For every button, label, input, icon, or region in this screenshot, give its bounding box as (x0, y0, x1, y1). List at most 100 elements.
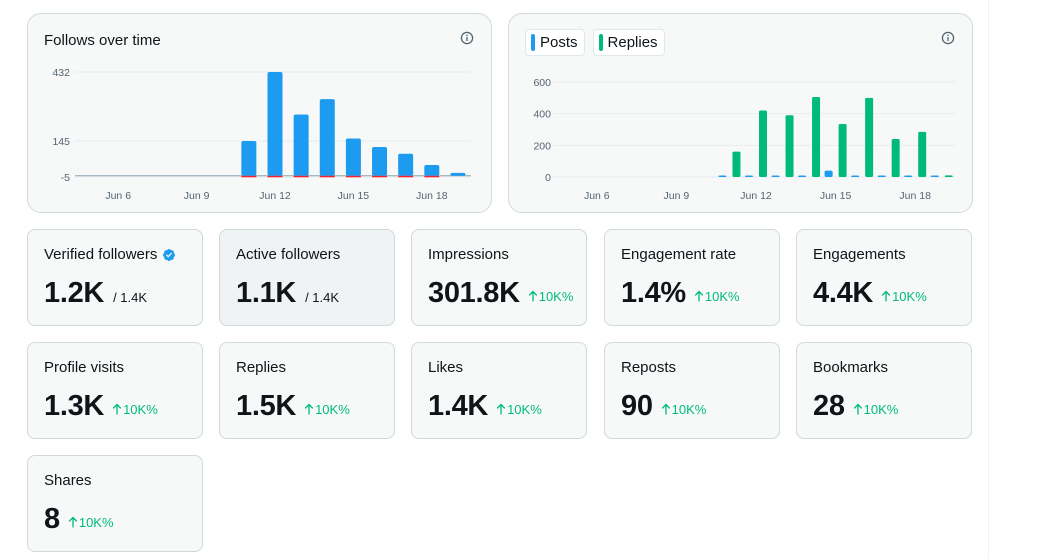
x-tick-label: Jun 6 (105, 190, 131, 202)
legend-swatch-replies (598, 34, 603, 51)
x-tick-label: Jun 18 (416, 190, 448, 202)
bar-replies[interactable] (891, 139, 900, 177)
stat-label-text: Engagements (813, 246, 906, 263)
bar-posts[interactable] (851, 175, 860, 178)
stat-total: / 1.4K (305, 290, 340, 305)
bar-posts[interactable] (771, 175, 780, 178)
stat-change-text: 10K% (123, 401, 158, 417)
bar-posts[interactable] (877, 175, 886, 178)
bar-replies[interactable] (732, 151, 741, 177)
bar-replies[interactable] (944, 175, 953, 177)
stat-label: Shares (44, 472, 92, 489)
stat-card-engagement-rate[interactable]: Engagement rate 1.4% 10K% (604, 229, 780, 326)
x-tick-label: Jun 9 (664, 190, 690, 202)
stat-card-reposts[interactable]: Reposts 90 10K% (604, 342, 780, 439)
bar-follows[interactable] (450, 172, 466, 176)
stat-card-likes[interactable]: Likes 1.4K 10K% (411, 342, 587, 439)
bar-unfollows[interactable] (267, 175, 283, 178)
stat-change-text: 10K% (892, 288, 927, 304)
bar-follows[interactable] (267, 72, 283, 176)
legend-swatch-posts (531, 34, 535, 51)
stat-change-text: 10K% (507, 401, 542, 417)
stat-label-text: Replies (236, 359, 287, 376)
bar-unfollows[interactable] (424, 175, 440, 178)
bar-follows[interactable] (372, 146, 388, 176)
info-icon[interactable] (460, 31, 474, 45)
y-tick-label: 200 (533, 140, 551, 152)
legend-replies[interactable]: Replies (592, 29, 665, 56)
bar-replies[interactable] (759, 110, 767, 178)
stat-value-row: 1.5K 10K% (236, 390, 350, 423)
bar-follows[interactable] (241, 140, 257, 176)
stat-label-text: Verified followers (44, 246, 158, 263)
bar-replies[interactable] (785, 115, 794, 177)
y-tick-label: 600 (533, 77, 551, 89)
stat-label: Likes (428, 359, 463, 376)
arrow-up-icon (305, 403, 314, 415)
arrow-up-icon (497, 403, 506, 415)
stat-label: Verified followers (44, 246, 176, 263)
bar-posts[interactable] (930, 175, 939, 178)
legend-posts[interactable]: Posts (525, 29, 585, 56)
bar-follows[interactable] (345, 138, 361, 176)
bar-replies[interactable] (918, 131, 927, 177)
stat-value: 1.1K (236, 277, 297, 309)
stat-change: 10K% (304, 402, 350, 417)
bar-posts[interactable] (824, 170, 833, 177)
stat-card-shares[interactable]: Shares 8 10K% (27, 455, 203, 552)
bar-posts[interactable] (798, 175, 807, 178)
stat-change: 10K% (528, 289, 573, 304)
stat-change-text: 10K% (704, 288, 740, 304)
bar-unfollows[interactable] (345, 175, 361, 178)
bar-follows[interactable] (319, 99, 335, 176)
bar-follows[interactable] (424, 164, 440, 176)
stat-change: 10K% (112, 402, 158, 417)
bar-posts[interactable] (904, 175, 913, 178)
bar-unfollows[interactable] (319, 175, 335, 178)
stat-value-row: 1.3K 10K% (44, 390, 158, 423)
bar-replies[interactable] (865, 97, 874, 177)
bar-unfollows[interactable] (372, 175, 388, 178)
bar-follows[interactable] (293, 114, 309, 176)
chart-title: Follows over time (44, 32, 161, 49)
stat-value-row: 28 10K% (813, 390, 898, 423)
stat-label-text: Impressions (428, 246, 509, 263)
stat-card-replies[interactable]: Replies 1.5K 10K% (219, 342, 395, 439)
y-tick-label: 432 (52, 67, 70, 79)
bar-replies[interactable] (812, 97, 821, 177)
bar-posts[interactable] (745, 175, 753, 178)
stat-value: 8 (44, 503, 60, 535)
arrow-up-icon (528, 290, 537, 302)
stat-label: Profile visits (44, 359, 124, 376)
stat-label-text: Active followers (236, 246, 341, 263)
follows-over-time-card: Follows over time 432 145 -5 Jun 6 Jun 9 Jun … (27, 13, 492, 213)
stat-value-row: 1.2K / 1.4K (44, 277, 147, 310)
arrow-up-icon (694, 290, 703, 302)
info-icon[interactable] (941, 31, 955, 45)
stat-label-text: Reposts (621, 359, 677, 376)
stat-card-verified-followers[interactable]: Verified followers 1.2K / 1.4K (27, 229, 203, 326)
bar-posts[interactable] (718, 175, 727, 178)
stat-card-profile-visits[interactable]: Profile visits 1.3K 10K% (27, 342, 203, 439)
stat-value: 1.4% (621, 277, 686, 309)
stat-card-impressions[interactable]: Impressions 301.8K 10K% (411, 229, 587, 326)
bar-unfollows[interactable] (398, 175, 414, 178)
stat-label: Active followers (236, 246, 340, 263)
bar-follows[interactable] (398, 153, 414, 176)
posts-replies-chart: 600 400 200 0 Jun 6 Jun 9 Jun 12 Jun 15 Jun 18 (533, 77, 955, 202)
stat-value: 1.2K (44, 277, 105, 309)
stat-card-bookmarks[interactable]: Bookmarks 28 10K% (796, 342, 972, 439)
arrow-up-icon (661, 403, 670, 415)
x-tick-label: Jun 6 (584, 190, 610, 202)
stat-value: 1.5K (236, 390, 297, 422)
bar-unfollows[interactable] (293, 175, 309, 178)
stat-card-engagements[interactable]: Engagements 4.4K 10K% (796, 229, 972, 326)
follows-chart: 432 145 -5 Jun 6 Jun 9 Jun 12 Jun 15 Jun 18 (52, 67, 471, 202)
stat-change: 10K% (694, 289, 740, 304)
bar-replies[interactable] (838, 123, 847, 177)
y-tick-label: -5 (61, 172, 70, 184)
bar-unfollows[interactable] (241, 175, 257, 178)
stat-value-row: 1.1K / 1.4K (236, 277, 339, 310)
stat-card-active-followers[interactable]: Active followers 1.1K / 1.4K (219, 229, 395, 326)
stat-label-text: Shares (44, 472, 92, 489)
